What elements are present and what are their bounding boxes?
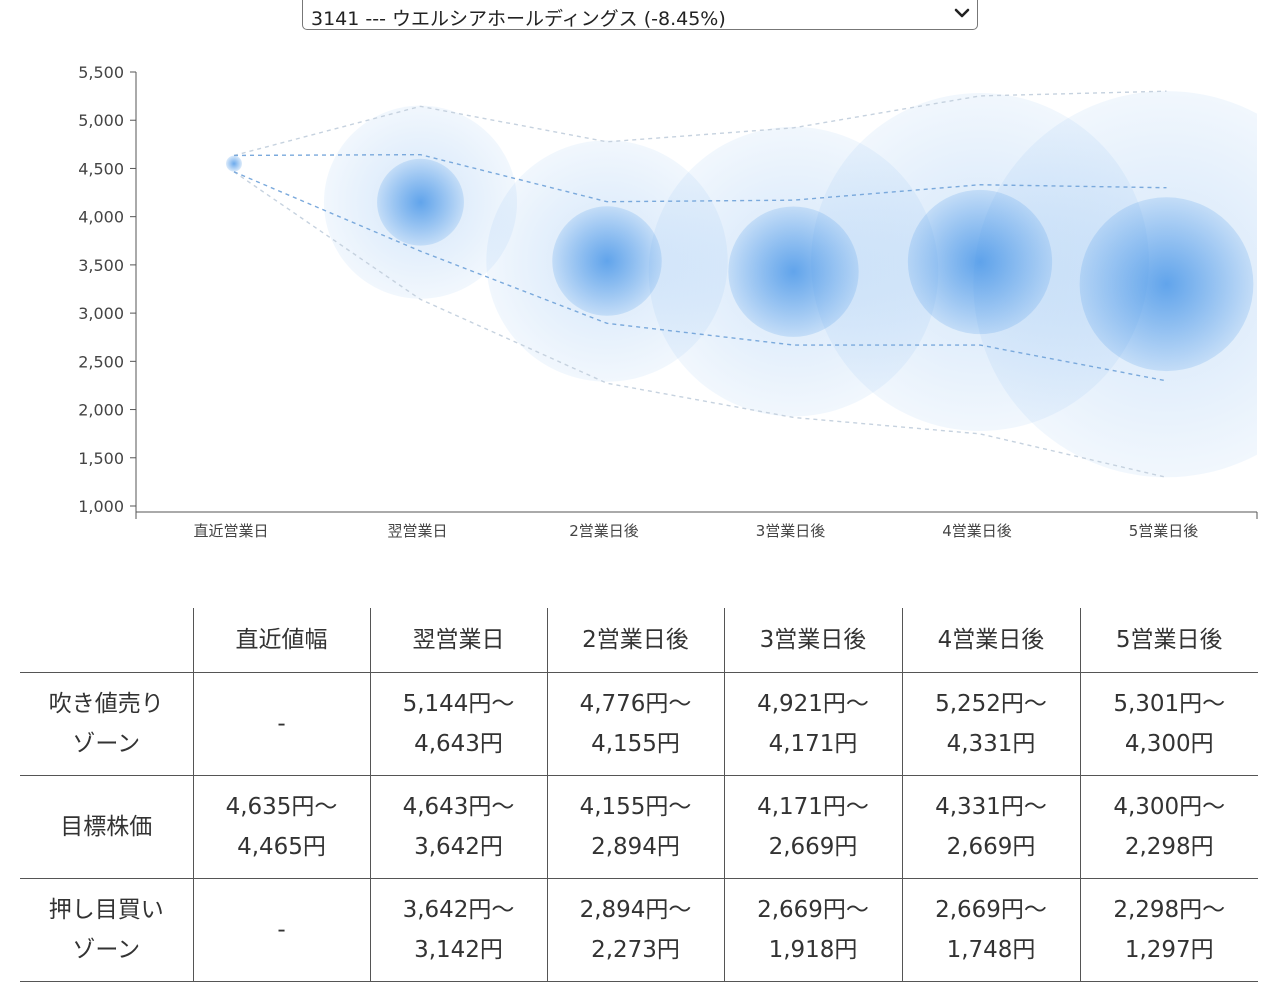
band-lines <box>233 90 1167 479</box>
x-tick-label: 翌営業日 <box>387 522 447 540</box>
price-zone-table: 直近値幅 翌営業日 2営業日後 3営業日後 4営業日後 5営業日後 吹き値売り … <box>20 608 1258 982</box>
table-cell: 4,331円〜 2,669円 <box>901 775 1081 879</box>
table-header-corner <box>20 608 194 673</box>
y-tick-label: 2,500 <box>78 352 124 371</box>
y-tick-label: 5,500 <box>78 63 124 82</box>
x-tick-label: 2営業日後 <box>569 522 639 540</box>
stock-select[interactable]: 3141 --- ウエルシアホールディングス (-8.45%) <box>302 0 978 30</box>
bubble-inner <box>377 158 464 246</box>
row-label: 押し目買い ゾーン <box>20 878 194 982</box>
forecast-chart: 5,500 5,000 4,500 4,000 3,500 3,000 2,500 2,000… <box>78 63 1258 540</box>
table-cell: 4,300円〜 2,298円 <box>1079 775 1258 879</box>
table-cell: 5,144円〜 4,643円 <box>369 672 548 776</box>
x-tick-label: 3営業日後 <box>756 522 826 540</box>
table-header-row: 直近値幅 翌営業日 2営業日後 3営業日後 4営業日後 5営業日後 <box>20 608 1258 673</box>
y-tick-label: 1,000 <box>78 497 124 516</box>
chevron-down-icon <box>954 8 970 18</box>
stock-select-value: 3141 --- ウエルシアホールディングス (-8.45%) <box>311 8 726 30</box>
y-tick-label: 3,500 <box>78 256 124 275</box>
table-cell: 2,669円〜 1,748円 <box>901 878 1081 982</box>
table-row-target-price: 目標株価 4,635円〜 4,465円 4,643円〜 3,642円 4,155円〜… <box>20 775 1258 879</box>
bubble-inner <box>552 206 662 316</box>
y-tick-label: 4,000 <box>78 208 124 227</box>
row-label: 吹き値売り ゾーン <box>20 672 194 776</box>
table-cell: 4,171円〜 2,669円 <box>723 775 903 879</box>
table-cell: 5,252円〜 4,331円 <box>901 672 1081 776</box>
y-tick-label: 4,500 <box>78 159 124 178</box>
y-tick-label: 5,000 <box>78 111 124 130</box>
table-cell: - <box>192 878 371 982</box>
table-row-buy-zone: 押し目買い ゾーン - 3,642円〜 3,142円 2,894円〜 2,273円 … <box>20 878 1258 982</box>
axes: 5,500 5,000 4,500 4,000 3,500 3,000 2,500 2,000… <box>78 63 1258 540</box>
row-label: 目標株価 <box>20 775 194 879</box>
table-header: 翌営業日 <box>369 608 548 673</box>
bubble-inner <box>1079 197 1254 372</box>
bubble-current <box>226 155 242 172</box>
table-cell: 2,298円〜 1,297円 <box>1079 878 1258 982</box>
table-cell: 4,155円〜 2,894円 <box>546 775 725 879</box>
table-cell: - <box>192 672 371 776</box>
table-row-sell-zone: 吹き値売り ゾーン - 5,144円〜 4,643円 4,776円〜 4,155円 … <box>20 672 1258 776</box>
table-cell: 4,643円〜 3,642円 <box>369 775 548 879</box>
table-header: 4営業日後 <box>901 608 1081 673</box>
x-tick-label: 5営業日後 <box>1129 522 1199 540</box>
bubble-layer <box>226 91 1257 478</box>
y-tick-label: 2,000 <box>78 401 124 420</box>
y-tick-label: 1,500 <box>78 449 124 468</box>
table-header: 直近値幅 <box>192 608 371 673</box>
table-cell: 3,642円〜 3,142円 <box>369 878 548 982</box>
table-header: 5営業日後 <box>1079 608 1258 673</box>
table-cell: 4,635円〜 4,465円 <box>192 775 371 879</box>
table-header: 3営業日後 <box>723 608 903 673</box>
table-cell: 4,921円〜 4,171円 <box>723 672 903 776</box>
table-cell: 4,776円〜 4,155円 <box>546 672 725 776</box>
target-lower-line <box>233 171 1167 382</box>
y-tick-label: 3,000 <box>78 304 124 323</box>
x-tick-label: 直近営業日 <box>193 522 268 540</box>
table-cell: 5,301円〜 4,300円 <box>1079 672 1258 776</box>
table-cell: 2,894円〜 2,273円 <box>546 878 725 982</box>
x-tick-label: 4営業日後 <box>942 522 1012 540</box>
table-cell: 2,669円〜 1,918円 <box>723 878 903 982</box>
target-upper-line <box>233 153 1167 203</box>
table-header: 2営業日後 <box>546 608 725 673</box>
upper-band-line <box>233 90 1167 157</box>
